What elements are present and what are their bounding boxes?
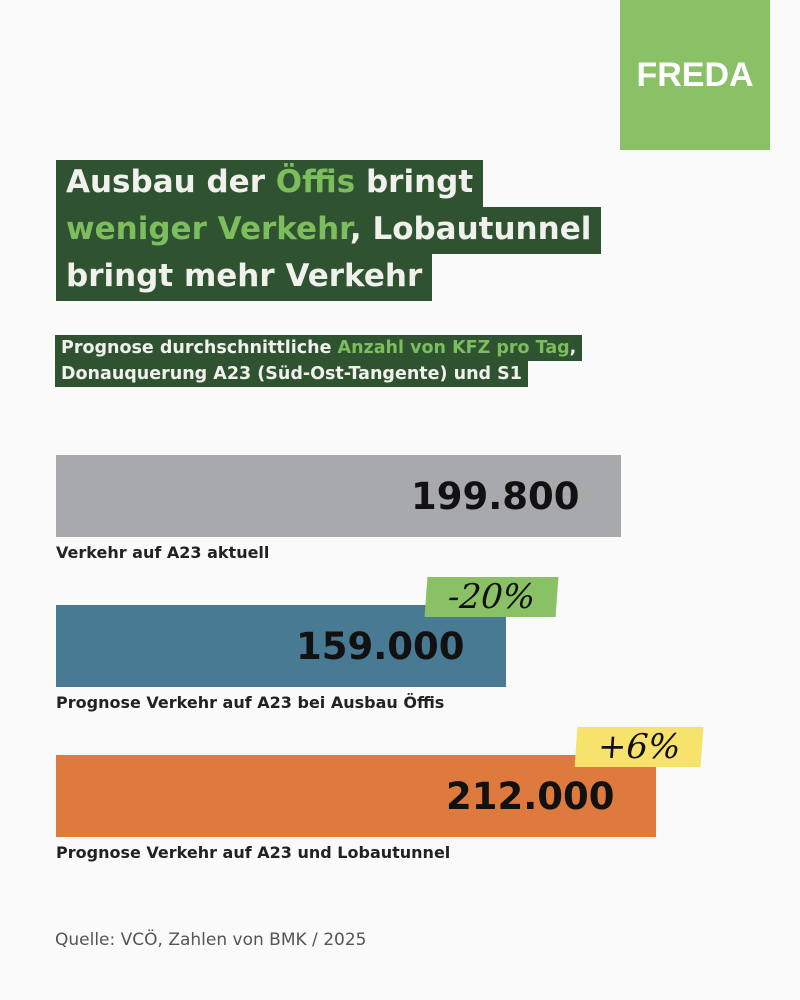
bar — [56, 755, 656, 837]
subtitle-text: , — [569, 338, 577, 358]
bar-category-label: Prognose Verkehr auf A23 bei Ausbau Öffi… — [56, 693, 445, 712]
bar-category-label: Prognose Verkehr auf A23 und Lobautunnel — [56, 843, 451, 862]
subtitle-text: Prognose durchschnittliche — [61, 338, 338, 358]
change-annotation: -20% — [424, 577, 559, 617]
subtitle-line-1: Prognose durchschnittliche Anzahl von KF… — [55, 335, 583, 361]
headline-text: bringt — [355, 164, 474, 200]
bar-category-label: Verkehr auf A23 aktuell — [56, 543, 270, 562]
bar-value-label: 212.000 — [446, 775, 615, 818]
source-note: Quelle: VCÖ, Zahlen von BMK / 2025 — [55, 930, 367, 950]
headline: Ausbau der Öffis bringt weniger Verkehr,… — [56, 160, 602, 301]
headline-text: Ausbau der — [66, 164, 276, 200]
subtitle: Prognose durchschnittliche Anzahl von KF… — [55, 335, 583, 387]
bar-value-label: 199.800 — [411, 475, 580, 518]
headline-line-2: weniger Verkehr, Lobautunnel — [56, 207, 602, 254]
subtitle-line-2: Donauquerung A23 (Süd-Ost-Tangente) und … — [55, 361, 528, 387]
headline-highlight: Öffis — [275, 164, 356, 200]
bar-value-label: 159.000 — [296, 625, 465, 668]
subtitle-highlight: Anzahl von KFZ pro Tag — [337, 338, 570, 358]
change-annotation: +6% — [574, 727, 704, 767]
headline-highlight: weniger Verkehr — [66, 211, 350, 247]
bar — [56, 605, 506, 687]
bar — [56, 455, 621, 537]
headline-text: , Lobautunnel — [349, 211, 592, 247]
headline-line-1: Ausbau der Öffis bringt — [56, 160, 484, 207]
headline-line-3: bringt mehr Verkehr — [56, 254, 433, 301]
freda-logo: FREDA — [620, 0, 770, 150]
